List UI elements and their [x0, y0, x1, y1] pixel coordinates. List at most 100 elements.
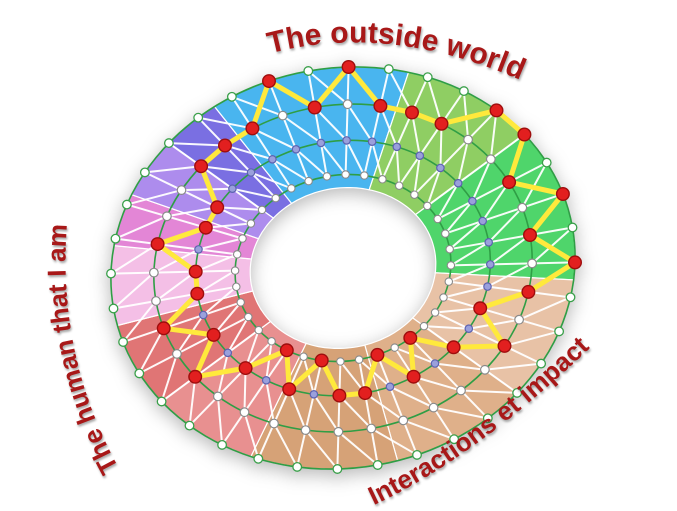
wheel-node[interactable]: [184, 420, 195, 431]
wheel-node[interactable]: [482, 413, 493, 424]
red-node[interactable]: [262, 74, 277, 89]
wheel-node[interactable]: [232, 250, 242, 259]
wheel-node[interactable]: [439, 293, 448, 302]
red-node[interactable]: [332, 388, 347, 403]
wheel-node[interactable]: [110, 233, 121, 244]
red-node[interactable]: [502, 175, 517, 190]
wheel-node[interactable]: [156, 396, 167, 407]
red-node[interactable]: [521, 284, 536, 299]
wheel-node[interactable]: [148, 267, 159, 278]
wheel-node[interactable]: [436, 163, 445, 173]
wheel-node[interactable]: [385, 382, 395, 392]
red-node[interactable]: [568, 255, 583, 270]
wheel-node[interactable]: [341, 170, 350, 179]
wheel-node[interactable]: [246, 168, 256, 177]
wheel-node[interactable]: [193, 112, 204, 123]
wheel-node[interactable]: [342, 99, 353, 110]
red-node[interactable]: [358, 386, 373, 401]
wheel-node[interactable]: [230, 266, 240, 275]
red-node[interactable]: [245, 121, 260, 136]
wheel-node[interactable]: [415, 151, 425, 161]
wheel-node[interactable]: [527, 258, 537, 269]
wheel-node[interactable]: [478, 216, 488, 226]
red-node[interactable]: [206, 327, 221, 342]
wheel-node[interactable]: [199, 310, 208, 320]
wheel-node[interactable]: [134, 368, 145, 379]
red-node[interactable]: [405, 105, 420, 120]
wheel-node[interactable]: [309, 389, 319, 399]
wheel-node[interactable]: [304, 176, 313, 186]
wheel-node[interactable]: [333, 426, 344, 437]
red-node[interactable]: [473, 301, 488, 316]
wheel-node[interactable]: [483, 282, 492, 291]
red-node[interactable]: [341, 60, 356, 75]
wheel-node[interactable]: [565, 292, 576, 303]
wheel-node[interactable]: [267, 337, 276, 346]
wheel-node[interactable]: [238, 234, 247, 243]
wheel-node[interactable]: [360, 171, 369, 180]
wheel-node[interactable]: [419, 321, 429, 331]
wheel-node[interactable]: [354, 355, 364, 364]
wheel-node[interactable]: [261, 375, 271, 385]
wheel-node[interactable]: [244, 312, 253, 322]
wheel-node[interactable]: [303, 66, 314, 76]
wheel-node[interactable]: [106, 268, 116, 279]
wheel-node[interactable]: [430, 359, 440, 368]
wheel-node[interactable]: [226, 91, 237, 102]
wheel-node[interactable]: [287, 184, 296, 193]
wheel-node[interactable]: [228, 184, 237, 194]
red-node[interactable]: [523, 227, 538, 242]
wheel-node[interactable]: [390, 343, 399, 352]
red-node[interactable]: [238, 361, 253, 376]
red-node[interactable]: [188, 264, 203, 279]
wheel-node[interactable]: [223, 348, 233, 358]
wheel-node[interactable]: [299, 352, 308, 361]
wheel-node[interactable]: [485, 154, 496, 165]
wheel-node[interactable]: [383, 64, 394, 75]
red-node[interactable]: [555, 186, 570, 201]
wheel-node[interactable]: [484, 238, 494, 247]
wheel-node[interactable]: [430, 308, 440, 317]
wheel-node[interactable]: [254, 325, 263, 335]
wheel-node[interactable]: [121, 199, 132, 210]
wheel-node[interactable]: [268, 155, 277, 164]
red-node[interactable]: [188, 369, 203, 384]
red-node[interactable]: [307, 100, 322, 115]
wheel-node[interactable]: [445, 244, 454, 254]
wheel-node[interactable]: [464, 324, 474, 334]
wheel-node[interactable]: [232, 282, 241, 292]
wheel-node[interactable]: [108, 303, 119, 314]
red-node[interactable]: [446, 340, 461, 355]
wheel-node[interactable]: [458, 86, 469, 97]
wheel-node[interactable]: [441, 229, 450, 238]
wheel-node[interactable]: [171, 349, 182, 359]
wheel-node[interactable]: [269, 418, 279, 429]
wheel-node[interactable]: [485, 260, 495, 269]
wheel-node[interactable]: [422, 72, 433, 83]
wheel-node[interactable]: [118, 337, 129, 347]
wheel-node[interactable]: [300, 425, 311, 436]
wheel-node[interactable]: [253, 453, 264, 464]
wheel-node[interactable]: [463, 134, 474, 145]
wheel-node[interactable]: [292, 461, 303, 472]
wheel-node[interactable]: [151, 296, 161, 306]
wheel-node[interactable]: [217, 439, 228, 450]
wheel-node[interactable]: [194, 245, 203, 254]
wheel-node[interactable]: [271, 193, 280, 203]
wheel-node[interactable]: [480, 364, 490, 375]
wheel-node[interactable]: [163, 138, 174, 149]
wheel-node[interactable]: [336, 357, 345, 366]
red-node[interactable]: [403, 330, 418, 345]
wheel-node[interactable]: [161, 211, 172, 222]
red-node[interactable]: [150, 237, 165, 252]
wheel-node[interactable]: [372, 460, 383, 470]
red-node[interactable]: [279, 343, 294, 358]
wheel-node[interactable]: [444, 277, 454, 286]
red-node[interactable]: [156, 321, 171, 336]
wheel-node[interactable]: [246, 219, 256, 228]
wheel-node[interactable]: [433, 214, 442, 224]
wheel-node[interactable]: [428, 402, 439, 413]
red-node[interactable]: [314, 353, 329, 368]
wheel-node[interactable]: [554, 326, 565, 337]
red-node[interactable]: [373, 98, 388, 113]
